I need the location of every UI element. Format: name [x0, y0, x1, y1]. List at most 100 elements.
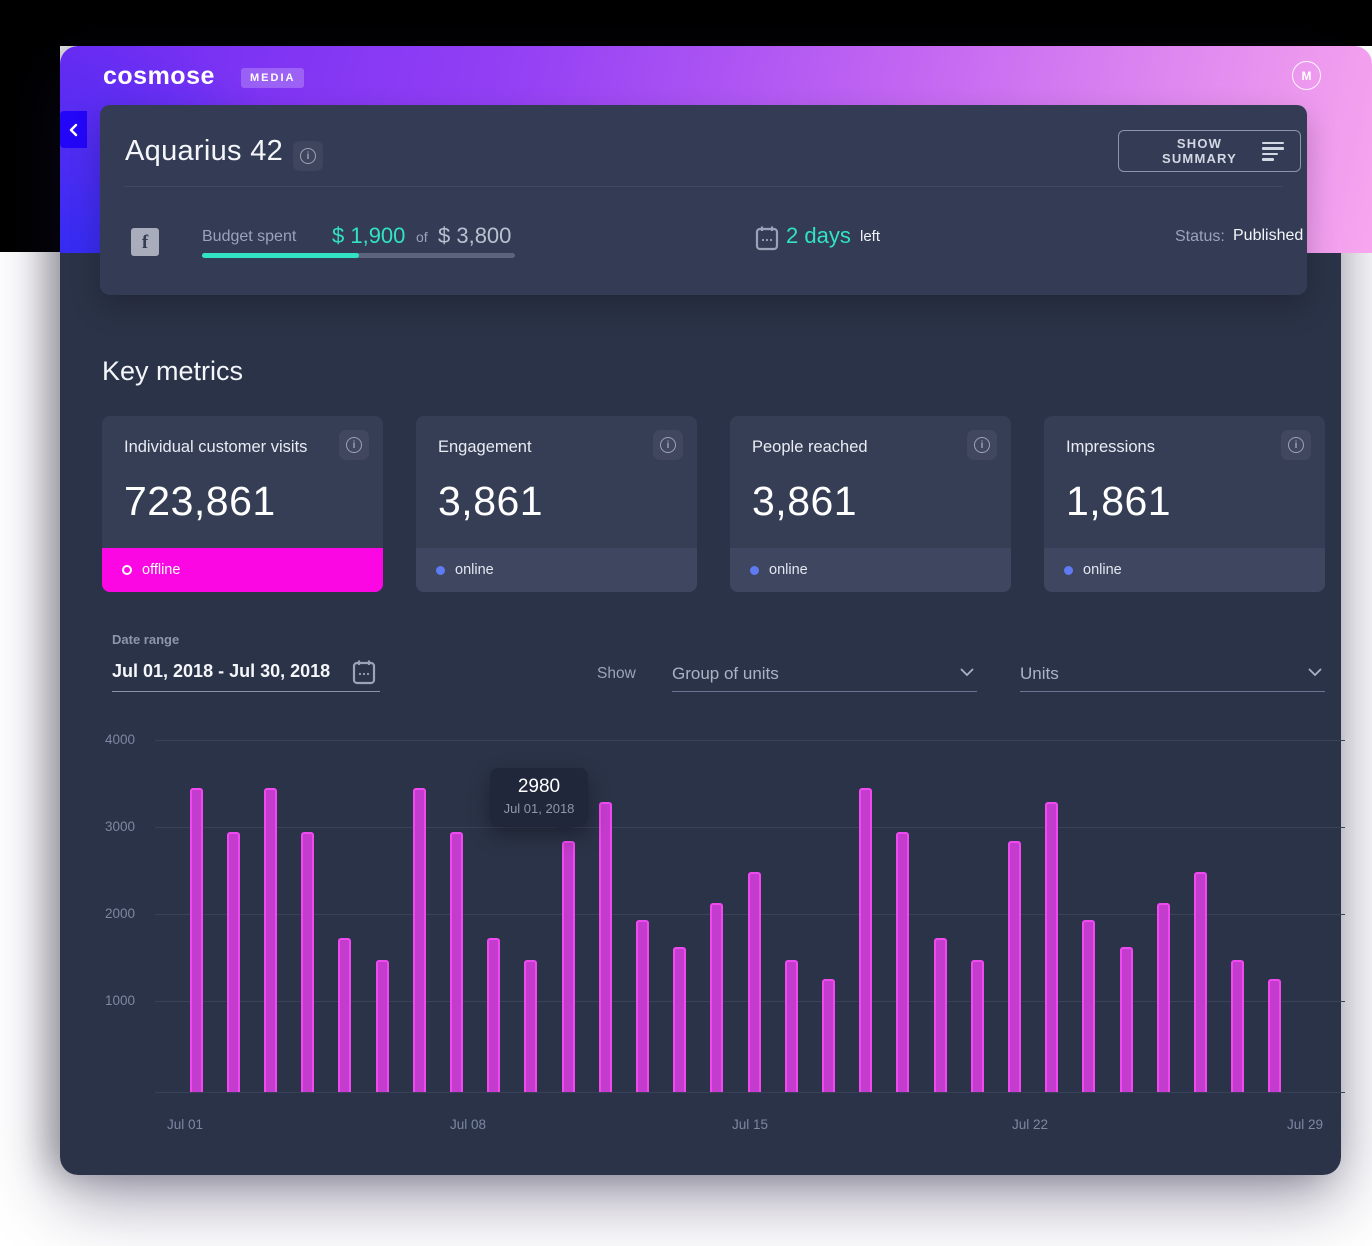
bar-jul-16[interactable] [747, 872, 761, 1092]
back-button[interactable] [60, 111, 87, 148]
bar-jul-02[interactable] [226, 832, 240, 1092]
budget-spent-value: $ 1,900 [332, 223, 406, 248]
metric-status-text: offline [142, 562, 181, 578]
bar-jul-20[interactable] [896, 832, 910, 1092]
status-value: Published [1233, 227, 1304, 244]
bar-jul-29[interactable] [1231, 960, 1245, 1092]
metric-label: People reached [752, 438, 868, 456]
status-label: Status: [1175, 228, 1225, 245]
metric-status-bar: online [1044, 548, 1325, 592]
bar-jul-13[interactable] [635, 920, 649, 1092]
bar-jul-01[interactable] [189, 788, 203, 1092]
group-of-units-value: Group of units [672, 664, 779, 683]
tooltip-caret [556, 826, 572, 834]
info-icon: i [1288, 437, 1304, 453]
budget-progress-track [202, 253, 515, 258]
metric-card-engagement: Engagement i 3,861 online [416, 416, 697, 592]
bar-jul-12[interactable] [598, 802, 612, 1092]
facebook-icon: f [131, 228, 159, 256]
x-axis-baseline [155, 1092, 1345, 1093]
campaign-title: Aquarius 42 [125, 135, 284, 167]
bar-jul-21[interactable] [933, 938, 947, 1092]
metric-label: Impressions [1066, 438, 1155, 456]
metric-info-button[interactable]: i [653, 430, 683, 460]
bar-jul-07[interactable] [412, 788, 426, 1092]
metric-status-bar: online [730, 548, 1011, 592]
bar-jul-28[interactable] [1193, 872, 1207, 1092]
metric-status-text: online [455, 562, 494, 578]
bar-jul-27[interactable] [1156, 903, 1170, 1092]
left-black-band [0, 0, 60, 252]
calendar-icon[interactable] [352, 659, 376, 685]
gridline-3000 [155, 827, 1345, 828]
group-of-units-select[interactable]: Group of units [672, 655, 977, 692]
top-black-band [0, 0, 1372, 46]
bar-jul-14[interactable] [673, 947, 687, 1092]
metric-status-text: online [769, 562, 808, 578]
bar-jul-17[interactable] [784, 960, 798, 1092]
key-metrics-title: Key metrics [102, 356, 244, 386]
summary-lines-icon [1262, 141, 1284, 161]
bar-jul-24[interactable] [1045, 802, 1059, 1092]
header-divider [124, 186, 1283, 187]
date-range-input[interactable]: Jul 01, 2018 - Jul 30, 2018 [112, 661, 331, 681]
offline-ring-icon [122, 565, 132, 575]
x-tick: Jul 15 [731, 1117, 769, 1132]
show-label: Show [597, 665, 636, 682]
calendar-icon [755, 225, 779, 251]
online-dot-icon [436, 565, 445, 575]
show-summary-button[interactable]: SHOW SUMMARY [1118, 130, 1301, 172]
date-range-underline [112, 691, 380, 692]
metric-status-text: online [1083, 562, 1122, 578]
online-dot-icon [750, 565, 759, 575]
bar-jul-30[interactable] [1268, 979, 1282, 1092]
bar-jul-25[interactable] [1082, 920, 1096, 1092]
bar-jul-23[interactable] [1007, 841, 1021, 1092]
info-icon: i [346, 437, 362, 453]
tooltip-date: Jul 01, 2018 [503, 801, 575, 816]
bar-jul-03[interactable] [263, 788, 277, 1092]
cosmose-logo: cosmose [103, 62, 215, 90]
metric-status-bar: offline [102, 548, 383, 592]
bar-jul-26[interactable] [1119, 947, 1133, 1092]
bar-jul-04[interactable] [301, 832, 315, 1092]
bar-jul-09[interactable] [487, 938, 501, 1092]
y-tick: 3000 [104, 819, 135, 834]
metric-card-visits: Individual customer visits i 723,861 off… [102, 416, 383, 592]
bar-jul-15[interactable] [710, 903, 724, 1092]
bar-jul-19[interactable] [859, 788, 873, 1092]
info-icon: i [300, 148, 316, 164]
bar-jul-22[interactable] [970, 960, 984, 1092]
bar-jul-06[interactable] [375, 960, 389, 1092]
budget-of-label: of [416, 229, 428, 245]
units-select[interactable]: Units [1020, 655, 1325, 692]
days-remaining-value: 2 days [786, 223, 851, 248]
bar-jul-18[interactable] [821, 979, 835, 1092]
metric-info-button[interactable]: i [1281, 430, 1311, 460]
chevron-down-icon [1308, 668, 1322, 677]
bar-jul-08[interactable] [449, 832, 463, 1092]
bar-jul-10[interactable] [524, 960, 538, 1092]
budget-total-value: $ 3,800 [438, 223, 512, 248]
user-avatar[interactable]: M [1292, 61, 1321, 90]
metric-info-button[interactable]: i [339, 430, 369, 460]
metric-info-button[interactable]: i [967, 430, 997, 460]
metric-value: 3,861 [438, 478, 544, 524]
campaign-info-button[interactable]: i [293, 141, 323, 171]
chevron-down-icon [960, 668, 974, 677]
gridline-4000 [155, 740, 1345, 741]
bar-jul-05[interactable] [338, 938, 352, 1092]
x-tick: Jul 29 [1286, 1117, 1324, 1132]
chart-tooltip: 2980 Jul 01, 2018 [490, 768, 588, 834]
select-underline [672, 691, 977, 692]
info-icon: i [974, 437, 990, 453]
days-remaining-suffix: left [860, 228, 881, 245]
metric-status-bar: online [416, 548, 697, 592]
metric-card-impressions: Impressions i 1,861 online [1044, 416, 1325, 592]
units-value: Units [1020, 664, 1059, 683]
bar-jul-11[interactable] [561, 841, 575, 1092]
metric-value: 723,861 [124, 478, 276, 524]
y-tick: 1000 [104, 993, 135, 1008]
y-tick: 4000 [104, 732, 135, 747]
